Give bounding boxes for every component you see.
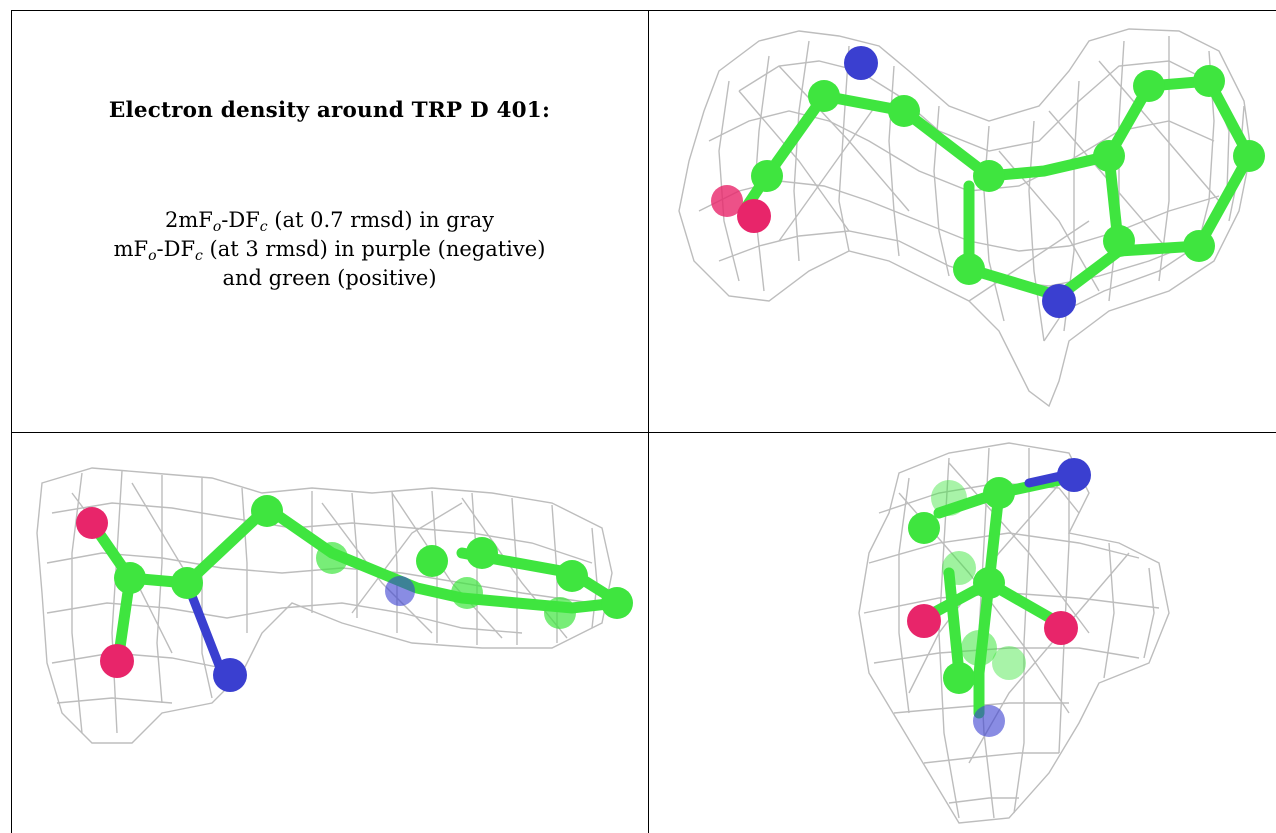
carbon-atom (451, 577, 483, 609)
nitrogen-atom (844, 46, 878, 80)
caption-cell: Electron density around TRP D 401: 2mFo-… (11, 10, 648, 432)
oxygen-atom (711, 185, 743, 217)
carbon-atom (316, 542, 348, 574)
carbon-atom (601, 587, 633, 619)
border-middle-vertical (648, 10, 649, 833)
carbon-atom (556, 560, 588, 592)
carbon-atom (888, 95, 920, 127)
legend-line-3: and green (positive) (222, 266, 437, 290)
carbon-atom (943, 662, 975, 694)
oxygen-atom (100, 644, 134, 678)
atoms (711, 46, 1265, 318)
legend-line-1: 2mFo-DFc (at 0.7 rmsd) in gray (164, 208, 495, 235)
carbon-atom (931, 480, 967, 516)
carbon-atom (1193, 65, 1225, 97)
carbon-atom (544, 597, 576, 629)
nitrogen-atom (973, 705, 1005, 737)
border-top (11, 10, 1276, 11)
carbon-atom (466, 537, 498, 569)
nitrogen-atom (1057, 458, 1091, 492)
nitrogen-atom (1042, 284, 1076, 318)
molecule-render-bottom-left (36, 467, 633, 744)
border-middle-horizontal (11, 432, 1276, 433)
molecule-view-bottom-left (12, 433, 648, 833)
density-mesh (858, 442, 1170, 824)
carbon-atom (171, 567, 203, 599)
nitrogen-bond (182, 578, 227, 678)
carbon-atom (908, 512, 940, 544)
carbon-atom (751, 160, 783, 192)
oxygen-atom (737, 199, 771, 233)
oxygen-atom (76, 507, 108, 539)
atoms (76, 495, 633, 692)
carbon-atom (953, 253, 985, 285)
nitrogen-atom (385, 576, 415, 606)
carbon-atom (1133, 70, 1165, 102)
carbon-atom (1233, 140, 1265, 172)
molecule-view-bottom-right (649, 433, 1276, 833)
molecule-render-top-right (678, 28, 1265, 408)
carbon-atom (1093, 140, 1125, 172)
residue-bonds (86, 500, 623, 674)
carbon-atom (114, 562, 146, 594)
carbon-atom (942, 551, 976, 585)
molecule-render-bottom-right (858, 442, 1170, 824)
carbon-atom (251, 495, 283, 527)
carbon-atom (973, 567, 1005, 599)
oxygen-atom (1044, 611, 1078, 645)
carbon-atom (808, 80, 840, 112)
carbon-atom (973, 160, 1005, 192)
carbon-atom (961, 630, 997, 666)
legend-text: 2mFo-DFc (at 0.7 rmsd) in gray mFo-DFc (… (11, 206, 648, 293)
carbon-atom (416, 545, 448, 577)
molecule-view-top-right (649, 11, 1276, 432)
carbon-atom (992, 646, 1026, 680)
carbon-atom (1183, 230, 1215, 262)
figure-title: Electron density around TRP D 401: (108, 98, 551, 123)
legend-line-2: mFo-DFc (at 3 rmsd) in purple (negative) (113, 237, 546, 264)
nitrogen-atom (213, 658, 247, 692)
atoms (907, 458, 1091, 737)
border-left (11, 10, 12, 833)
oxygen-atom (907, 604, 941, 638)
carbon-atom (1103, 225, 1135, 257)
carbon-atom (983, 477, 1015, 509)
